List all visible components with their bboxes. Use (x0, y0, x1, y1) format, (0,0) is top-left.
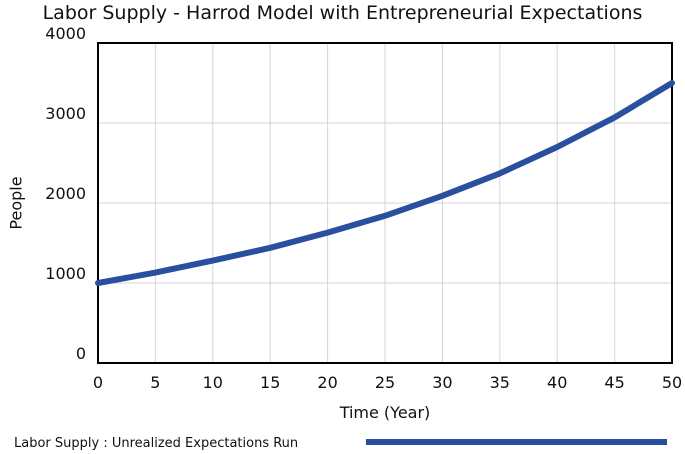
x-tick-label: 10 (203, 373, 223, 392)
x-tick-label: 50 (662, 373, 682, 392)
x-axis-label: Time (Year) (339, 403, 431, 422)
x-tick-label: 25 (375, 373, 395, 392)
y-axis-label: People (7, 176, 26, 229)
data-point (556, 146, 559, 148)
data-point (384, 214, 386, 217)
data-point (441, 194, 444, 197)
x-tick-label: 5 (150, 373, 160, 392)
x-tick-label: 40 (547, 373, 567, 392)
x-tick-label: 20 (317, 373, 337, 392)
data-point (326, 231, 329, 234)
y-tick-label: 0 (76, 344, 86, 363)
data-point (269, 246, 272, 249)
x-tick-label: 35 (490, 373, 510, 392)
y-tick-label: 2000 (45, 184, 86, 203)
plot-frame (97, 42, 673, 364)
x-tick-label: 45 (604, 373, 624, 392)
data-point (498, 172, 501, 175)
data-point (211, 259, 214, 262)
y-tick-label: 1000 (45, 264, 86, 283)
data-point (671, 82, 673, 84)
data-point (97, 282, 99, 284)
data-point (154, 271, 157, 274)
data-point (613, 116, 616, 119)
y-tick-label: 3000 (45, 104, 86, 123)
legend-label: Labor Supply : Unrealized Expectations R… (14, 436, 298, 451)
y-tick-label: 4000 (45, 24, 86, 43)
x-tick-label: 0 (93, 373, 103, 392)
x-tick-label: 15 (260, 373, 280, 392)
chart-title: Labor Supply - Harrod Model with Entrepr… (42, 2, 643, 24)
x-tick-label: 30 (432, 373, 452, 392)
